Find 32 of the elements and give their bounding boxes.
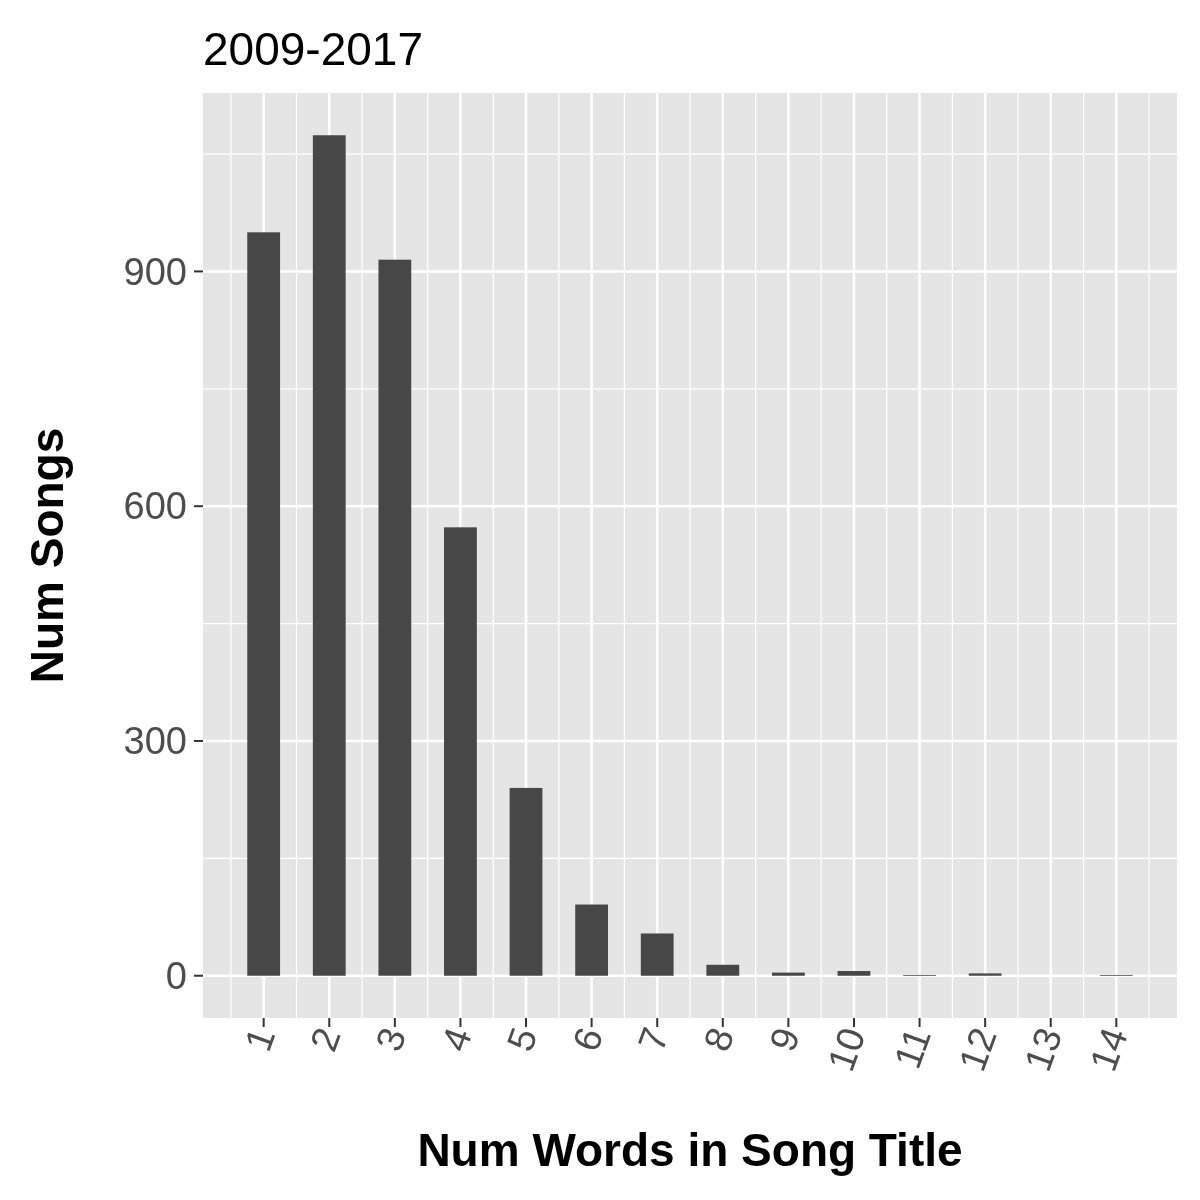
bar (509, 787, 543, 976)
y-tick-label: 900 (123, 250, 187, 293)
x-tick-label: 1 (236, 1022, 284, 1057)
x-tick-label: 10 (819, 1022, 874, 1077)
bar (968, 973, 1002, 976)
bar (247, 232, 281, 976)
x-tick-label: 8 (695, 1022, 743, 1057)
y-tick-label: 0 (165, 955, 187, 998)
x-tick-label: 2 (302, 1022, 349, 1057)
x-tick-label: 4 (433, 1022, 480, 1057)
x-tick-label: 14 (1081, 1022, 1136, 1077)
bar (706, 964, 740, 976)
y-tick-label: 600 (123, 485, 187, 528)
x-tick-label: 12 (950, 1022, 1005, 1077)
bar (837, 971, 871, 976)
x-tick-label: 5 (498, 1022, 546, 1057)
bar (575, 904, 609, 976)
bar (771, 972, 805, 976)
x-tick-label: 6 (564, 1022, 612, 1057)
x-tick-label: 13 (1016, 1022, 1071, 1077)
x-tick-label: 11 (886, 1022, 940, 1074)
chart-title: 2009-2017 (203, 23, 423, 75)
bar (312, 135, 346, 976)
x-tick-label: 9 (761, 1022, 808, 1057)
bar (444, 527, 477, 976)
x-tick-label: 3 (367, 1022, 415, 1057)
y-tick-label: 300 (123, 720, 187, 763)
bar (378, 259, 412, 976)
y-axis-title: Num Songs (21, 427, 73, 684)
bar (640, 933, 674, 976)
x-axis-title: Num Words in Song Title (417, 1124, 963, 1176)
x-tick-label: 7 (630, 1022, 677, 1057)
